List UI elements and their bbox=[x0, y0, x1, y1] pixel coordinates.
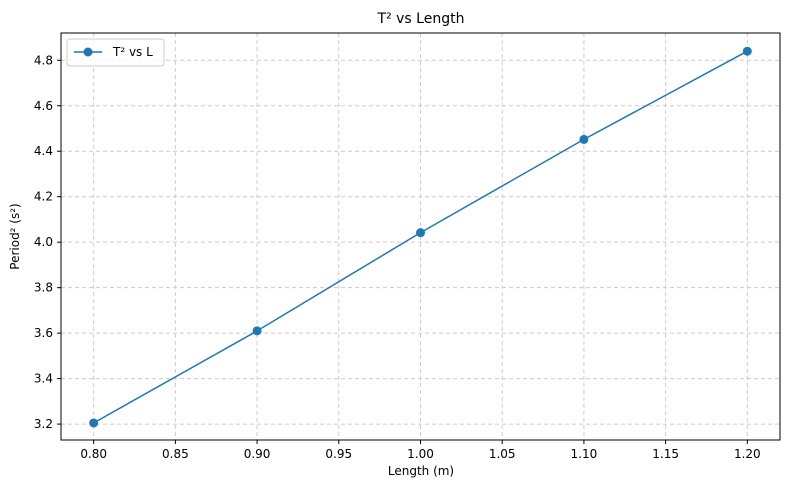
legend: T² vs L bbox=[66, 38, 165, 67]
data-point bbox=[742, 46, 752, 56]
x-tick-label: 1.00 bbox=[407, 447, 434, 461]
x-axis-label: Length (m) bbox=[388, 464, 454, 478]
data-point bbox=[579, 134, 589, 144]
y-axis: 3.2 3.4 3.6 3.8 4.0 4.2 4.4 4.6 4.8 bbox=[34, 53, 61, 431]
y-tick-label: 4.0 bbox=[34, 235, 53, 249]
data-point bbox=[252, 326, 262, 336]
legend-marker-swatch bbox=[83, 47, 93, 57]
x-axis: 0.80 0.85 0.90 0.95 1.00 1.05 1.10 1.15 1.20 bbox=[80, 440, 761, 461]
legend-box bbox=[66, 38, 165, 67]
y-tick-label: 3.8 bbox=[34, 281, 53, 295]
y-tick-label: 3.2 bbox=[34, 417, 53, 431]
y-tick-label: 3.4 bbox=[34, 372, 53, 386]
legend-label: T² vs L bbox=[112, 45, 153, 59]
x-tick-label: 0.95 bbox=[325, 447, 352, 461]
x-tick-label: 0.85 bbox=[162, 447, 189, 461]
y-tick-label: 4.6 bbox=[34, 99, 53, 113]
x-tick-label: 1.15 bbox=[652, 447, 679, 461]
x-tick-label: 1.20 bbox=[734, 447, 761, 461]
y-tick-label: 3.6 bbox=[34, 326, 53, 340]
data-point bbox=[416, 228, 425, 238]
y-axis-label: Period² (s²) bbox=[8, 203, 22, 269]
y-tick-label: 4.4 bbox=[34, 144, 53, 158]
x-tick-label: 1.10 bbox=[571, 447, 598, 461]
x-tick-label: 1.05 bbox=[489, 447, 516, 461]
x-tick-label: 0.90 bbox=[244, 447, 271, 461]
grid bbox=[61, 33, 780, 440]
y-tick-label: 4.2 bbox=[34, 190, 53, 204]
data-point bbox=[89, 418, 99, 428]
x-tick-label: 0.80 bbox=[80, 447, 107, 461]
y-tick-label: 4.8 bbox=[34, 53, 53, 67]
series-layer bbox=[89, 46, 752, 428]
chart-title: T² vs Length bbox=[377, 11, 465, 27]
